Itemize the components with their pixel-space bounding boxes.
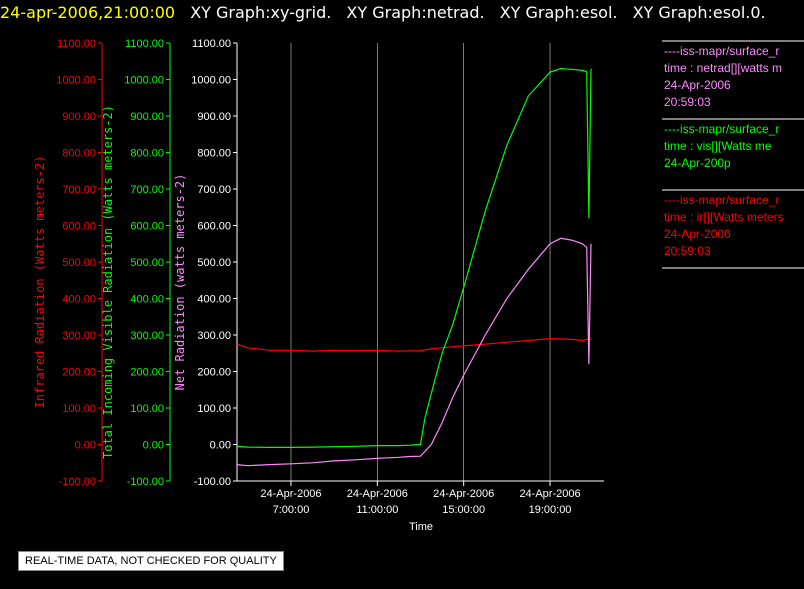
graph-name-netrad: XY Graph:netrad.	[346, 3, 485, 22]
x-axis-label: Time	[409, 521, 433, 533]
y-axis-label-vis: Total Incoming Visible Radiation (Watts …	[101, 105, 115, 459]
y-tick-label-ir: 300.00	[62, 330, 96, 342]
series-line-ir	[236, 337, 592, 352]
x-tick-label-time: 19:00:00	[529, 504, 572, 516]
legend-line: 24-Apr-2006	[664, 78, 731, 92]
legend-line: ----iss-mapr/surface_r	[664, 122, 779, 136]
x-tick-label-time: 15:00:00	[442, 504, 485, 516]
y-tick-label-netrad: 900.00	[197, 111, 231, 123]
y-tick-label-netrad: 400.00	[197, 294, 231, 306]
series-line-vis	[236, 67, 592, 448]
y-tick-label-vis: 0.00	[143, 440, 164, 452]
y-tick-label-vis: 1000.00	[124, 75, 164, 87]
legend-line: 24-Apr-2006	[664, 227, 731, 241]
x-tick-label-date: 24-Apr-2006	[519, 488, 580, 500]
y-tick-label-ir: 800.00	[62, 148, 96, 160]
legend-line: 24-Apr-200p	[664, 156, 731, 170]
timestamp: 24-apr-2006,21:00:00	[0, 3, 176, 22]
y-tick-label-vis: 100.00	[130, 403, 164, 415]
legend-line: time : ir[][Watts meters	[664, 210, 784, 224]
legend-line: ----iss-mapr/surface_r	[664, 193, 779, 207]
y-tick-label-ir: 900.00	[62, 111, 96, 123]
y-tick-label-netrad: -100.00	[194, 476, 231, 488]
y-tick-label-netrad: 500.00	[197, 257, 231, 269]
y-tick-label-netrad: 600.00	[197, 221, 231, 233]
y-axis-label-netrad: Net Radiation (watts meters-2)	[173, 174, 187, 391]
y-tick-label-vis: 700.00	[130, 184, 164, 196]
y-tick-label-netrad: 700.00	[197, 184, 231, 196]
y-tick-label-vis: 600.00	[130, 221, 164, 233]
x-tick-label-time: 11:00:00	[356, 504, 398, 516]
y-tick-label-vis: -100.00	[127, 476, 164, 488]
y-tick-label-vis: 1100.00	[125, 38, 164, 50]
y-tick-label-netrad: 200.00	[197, 367, 231, 379]
y-tick-label-netrad: 1000.00	[191, 75, 231, 87]
y-tick-label-vis: 300.00	[130, 330, 164, 342]
y-tick-label-ir: 200.00	[62, 367, 96, 379]
y-tick-label-vis: 200.00	[130, 367, 164, 379]
y-tick-label-vis: 500.00	[130, 257, 164, 269]
x-tick-label-date: 24-Apr-2006	[433, 488, 494, 500]
y-tick-label-netrad: 0.00	[210, 440, 231, 452]
y-tick-label-ir: 500.00	[62, 257, 96, 269]
graph-name-esol0: XY Graph:esol.0.	[632, 3, 766, 22]
quality-notice: REAL-TIME DATA, NOT CHECKED FOR QUALITY	[18, 551, 284, 571]
y-tick-label-ir: 0.00	[75, 440, 96, 452]
y-tick-label-ir: 700.00	[62, 184, 96, 196]
legend-line: 20:59:03	[664, 244, 711, 258]
y-tick-label-ir: 400.00	[62, 294, 96, 306]
y-tick-label-vis: 800.00	[130, 148, 164, 160]
legend-line: time : vis[][Watts me	[664, 139, 772, 153]
y-tick-label-ir: 600.00	[62, 221, 96, 233]
legend-line: ----iss-mapr/surface_r	[664, 44, 779, 58]
legend-line: 20:59:03	[664, 95, 711, 109]
graph-name-esol: XY Graph:esol.	[499, 3, 618, 22]
y-tick-label-ir: 1000.00	[56, 75, 96, 87]
y-tick-label-netrad: 100.00	[197, 403, 231, 415]
y-tick-label-netrad: 1100.00	[192, 38, 231, 50]
y-tick-label-ir: -100.00	[59, 476, 96, 488]
graph-name-xy-grid: XY Graph:xy-grid.	[190, 3, 332, 22]
window-title-bar: 24-apr-2006,21:00:00 XY Graph:xy-grid. X…	[0, 0, 766, 26]
x-tick-label-date: 24-Apr-2006	[347, 488, 408, 500]
y-tick-label-ir: 100.00	[62, 403, 96, 415]
y-tick-label-ir: 1100.00	[57, 38, 96, 50]
series-line-netrad	[236, 237, 592, 467]
y-tick-label-vis: 400.00	[130, 294, 164, 306]
legend-line: time : netrad[][watts m	[664, 61, 782, 75]
y-tick-label-vis: 900.00	[130, 111, 164, 123]
x-tick-label-date: 24-Apr-2006	[260, 488, 321, 500]
y-axis-label-ir: Infrared Radiation (Watts meters-2)	[33, 156, 47, 409]
y-tick-label-netrad: 300.00	[197, 330, 231, 342]
x-tick-label-time: 7:00:00	[273, 504, 310, 516]
y-tick-label-netrad: 800.00	[197, 148, 231, 160]
